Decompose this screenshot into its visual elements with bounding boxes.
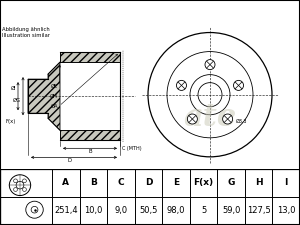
Polygon shape <box>60 52 120 62</box>
Circle shape <box>14 179 17 183</box>
Text: ØH: ØH <box>50 94 58 99</box>
Text: I: I <box>284 178 288 187</box>
Circle shape <box>205 60 215 70</box>
Circle shape <box>22 188 26 191</box>
Text: ate: ate <box>183 102 237 133</box>
Text: 59,0: 59,0 <box>222 207 240 216</box>
Text: B: B <box>90 178 97 187</box>
Text: 13,0: 13,0 <box>277 207 296 216</box>
Text: 98,0: 98,0 <box>167 207 185 216</box>
Text: 10,0: 10,0 <box>84 207 103 216</box>
Text: 9,0: 9,0 <box>114 207 128 216</box>
Text: Abbildung ähnlich: Abbildung ähnlich <box>2 27 50 32</box>
Text: 127,5: 127,5 <box>247 207 271 216</box>
Text: C (MTH): C (MTH) <box>122 146 142 151</box>
Text: G: G <box>227 178 235 187</box>
Polygon shape <box>28 62 60 130</box>
Polygon shape <box>60 130 120 140</box>
Text: 5: 5 <box>201 207 206 216</box>
Text: 410209: 410209 <box>215 5 265 18</box>
Text: 251,4: 251,4 <box>54 207 78 216</box>
Circle shape <box>188 114 197 124</box>
Text: ØI: ØI <box>11 86 16 91</box>
Text: A: A <box>62 178 69 187</box>
Text: D: D <box>67 158 71 163</box>
Text: E: E <box>173 178 179 187</box>
Circle shape <box>233 80 244 90</box>
Text: ØG: ØG <box>13 98 21 103</box>
Text: 24.0110-0209.1: 24.0110-0209.1 <box>93 5 197 18</box>
Text: 50,5: 50,5 <box>139 207 158 216</box>
Text: F(x): F(x) <box>6 119 16 124</box>
Circle shape <box>223 114 232 124</box>
Text: ØE: ØE <box>51 84 58 89</box>
Circle shape <box>14 188 17 191</box>
Text: B: B <box>88 149 92 154</box>
Text: F(x): F(x) <box>194 178 214 187</box>
Circle shape <box>176 80 187 90</box>
Text: C: C <box>118 178 124 187</box>
Text: Illustration similar: Illustration similar <box>2 33 50 38</box>
Text: Ø8,3: Ø8,3 <box>236 119 248 124</box>
Text: H: H <box>255 178 262 187</box>
Circle shape <box>22 179 26 183</box>
Text: ØA: ØA <box>50 104 58 109</box>
Text: D: D <box>145 178 152 187</box>
